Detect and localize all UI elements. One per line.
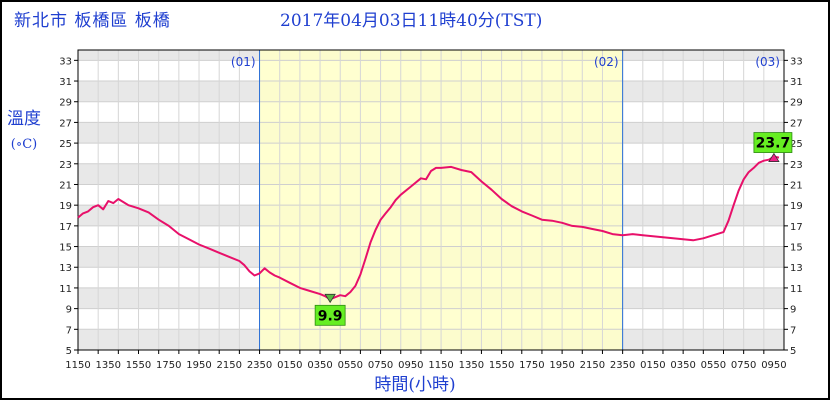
x-tick-label: 1350 (96, 360, 121, 371)
y-tick-label-right: 27 (790, 118, 803, 129)
x-tick-label: 0350 (670, 360, 695, 371)
y-tick-label-right: 17 (790, 222, 803, 233)
x-tick-label: 2350 (610, 360, 635, 371)
location-title: 新北市 板橋區 板橋 (14, 11, 171, 31)
x-tick-label: 1550 (489, 360, 514, 371)
y-tick-label-right: 25 (790, 139, 803, 150)
timestamp-title: 2017年04月03日11時40分(TST) (280, 11, 543, 31)
y-tick-label-right: 33 (790, 56, 803, 67)
y-axis-unit: (∘C) (10, 137, 38, 152)
y-tick-label-right: 29 (790, 98, 803, 109)
y-tick-label-right: 21 (790, 180, 803, 191)
y-tick-label-right: 5 (790, 346, 796, 357)
y-tick-label-left: 9 (66, 305, 72, 316)
plot-border (77, 49, 785, 351)
y-tick-label-right: 11 (790, 284, 803, 295)
x-tick-label: 2350 (247, 360, 272, 371)
y-tick-label-left: 25 (59, 139, 72, 150)
y-tick-label-left: 23 (59, 160, 72, 171)
x-tick-label: 1350 (459, 360, 484, 371)
y-tick-label-right: 19 (790, 201, 803, 212)
x-tick-label: 0750 (731, 360, 756, 371)
y-tick-label-left: 21 (59, 180, 72, 191)
y-tick-label-right: 23 (790, 160, 803, 171)
y-tick-label-left: 29 (59, 98, 72, 109)
y-tick-label-left: 19 (59, 201, 72, 212)
y-tick-label-left: 31 (59, 77, 72, 88)
max-marker (768, 152, 780, 162)
y-tick-label-left: 33 (59, 56, 72, 67)
day-marker-label: (02) (594, 55, 619, 69)
x-tick-label: 1950 (549, 360, 574, 371)
y-tick-label-right: 13 (790, 263, 803, 274)
y-axis-title: 溫度 (7, 109, 41, 129)
y-tick-label-left: 15 (59, 243, 72, 254)
min-label: 9.9 (318, 308, 343, 324)
y-tick-label-right: 9 (790, 305, 796, 316)
x-tick-label: 0350 (307, 360, 332, 371)
x-tick-label: 1150 (428, 360, 453, 371)
y-tick-label-right: 31 (790, 77, 803, 88)
max-label-box (753, 132, 793, 153)
x-tick-label: 1950 (186, 360, 211, 371)
min-label-box (314, 304, 346, 326)
x-tick-label: 0550 (701, 360, 726, 371)
day-marker-label: (03) (755, 55, 780, 69)
x-tick-label: 0750 (368, 360, 393, 371)
y-tick-label-left: 27 (59, 118, 72, 129)
y-axis-label: 溫度 (∘C) (6, 108, 42, 156)
x-tick-label: 0950 (398, 360, 423, 371)
temperature-series-line (77, 155, 780, 301)
y-tick-label-left: 11 (59, 284, 72, 295)
x-axis-label: 時間(小時) (374, 375, 456, 395)
x-tick-label: 0550 (338, 360, 363, 371)
y-tick-label-left: 13 (59, 263, 72, 274)
min-marker (324, 293, 336, 304)
y-tick-label-left: 7 (66, 325, 72, 336)
day-marker-label: (01) (231, 55, 256, 69)
y-tick-label-right: 15 (790, 243, 803, 254)
x-tick-label: 1150 (65, 360, 90, 371)
x-tick-label: 1750 (519, 360, 544, 371)
x-tick-label: 1550 (126, 360, 151, 371)
y-tick-label-left: 17 (59, 222, 72, 233)
x-tick-label: 1750 (156, 360, 181, 371)
x-tick-label: 2150 (580, 360, 605, 371)
x-tick-label: 2150 (217, 360, 242, 371)
y-tick-label-right: 7 (790, 325, 796, 336)
max-label: 23.7 (756, 136, 791, 152)
x-tick-label: 0950 (761, 360, 786, 371)
x-tick-label: 0150 (640, 360, 665, 371)
x-tick-label: 0150 (277, 360, 302, 371)
y-tick-label-left: 5 (66, 346, 72, 357)
